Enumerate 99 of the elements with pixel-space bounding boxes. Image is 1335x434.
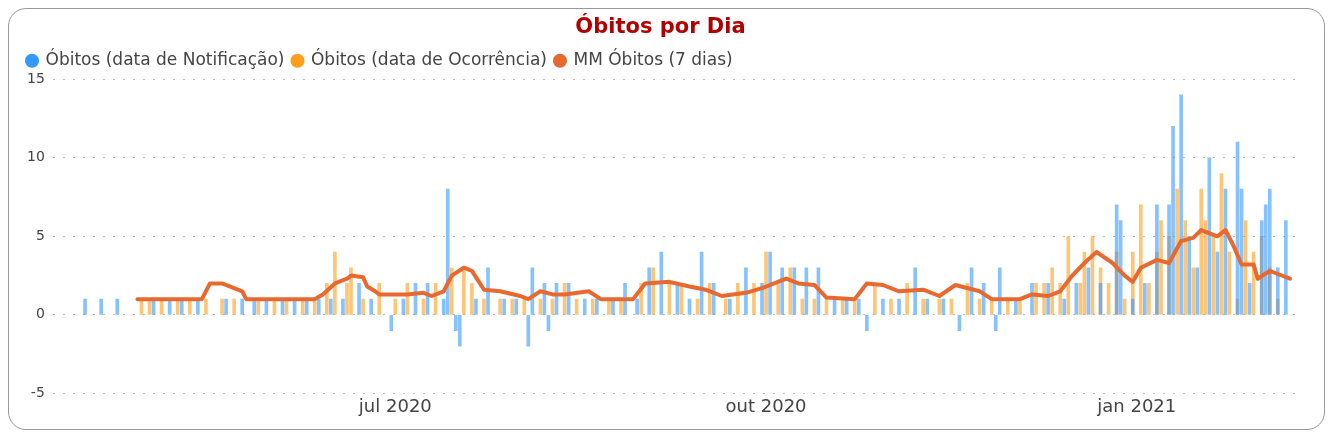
bar <box>1267 188 1272 315</box>
x-tick-label: out 2020 <box>725 394 807 416</box>
y-tick-label: 10 <box>26 148 45 165</box>
bar <box>486 267 490 315</box>
bar <box>792 267 797 315</box>
bar <box>522 298 527 315</box>
bar <box>582 298 587 315</box>
bar <box>1203 220 1208 315</box>
bar <box>727 298 732 315</box>
bar <box>514 298 519 315</box>
chart-title: Óbitos por Dia <box>575 13 746 39</box>
bar <box>224 298 228 315</box>
bar <box>1175 188 1179 315</box>
bar <box>445 188 450 315</box>
bar <box>470 283 474 315</box>
bar <box>1155 204 1159 315</box>
bar <box>510 298 515 315</box>
bar <box>647 267 652 315</box>
bar <box>498 298 502 315</box>
bar <box>590 298 595 315</box>
bar <box>776 283 780 315</box>
bar <box>369 298 373 315</box>
bar <box>329 298 333 315</box>
bar <box>502 298 506 315</box>
bar <box>997 267 1002 315</box>
bar <box>99 298 103 315</box>
y-tick-label: -5 <box>30 384 45 401</box>
bar <box>204 298 208 315</box>
bar <box>357 283 361 315</box>
bar <box>1263 204 1268 315</box>
bar <box>635 298 639 315</box>
legend-label: Óbitos (data de Notificação) <box>45 48 285 70</box>
bar <box>1167 204 1171 315</box>
bar <box>913 267 917 315</box>
bar <box>1138 204 1143 315</box>
bar <box>345 283 349 315</box>
bar <box>341 298 345 315</box>
y-tick-label: 0 <box>35 305 45 322</box>
bar <box>993 315 998 331</box>
bar <box>361 298 365 315</box>
bar <box>526 315 531 347</box>
bar <box>921 298 926 315</box>
bar <box>333 251 337 315</box>
bar <box>482 298 486 315</box>
bar <box>780 267 785 315</box>
bar <box>389 315 394 331</box>
bar <box>1191 267 1196 315</box>
bar <box>220 298 224 315</box>
y-tick-label: 5 <box>35 226 45 243</box>
bar <box>1171 126 1175 315</box>
bar <box>349 267 353 315</box>
bar <box>768 251 772 315</box>
bar <box>1147 283 1151 315</box>
bar <box>462 267 466 315</box>
bar <box>457 315 462 347</box>
bar <box>897 298 901 315</box>
bar <box>1062 298 1067 315</box>
bar <box>1130 298 1135 315</box>
bar <box>764 251 768 315</box>
x-tick-label: jul 2020 <box>357 394 432 416</box>
bar <box>889 298 893 315</box>
bar <box>856 298 861 315</box>
bar <box>453 315 458 331</box>
bar <box>232 298 236 315</box>
bar <box>881 298 885 315</box>
bar <box>1143 283 1147 315</box>
bar <box>1122 298 1127 315</box>
x-tick-label: jan 2021 <box>1096 394 1177 416</box>
bar <box>1199 188 1204 315</box>
bar <box>316 298 321 315</box>
bar <box>1195 267 1200 315</box>
bar <box>594 298 599 315</box>
y-tick-label: 15 <box>26 69 45 86</box>
legend-label: MM Óbitos (7 dias) <box>573 48 733 70</box>
bar <box>925 298 930 315</box>
bar <box>1284 220 1288 315</box>
bar <box>1183 220 1187 315</box>
bar <box>873 283 877 315</box>
bar <box>83 298 87 315</box>
bar <box>723 298 728 315</box>
bar <box>441 298 446 315</box>
bar <box>1187 235 1191 315</box>
bar <box>240 298 245 315</box>
bar <box>1159 220 1163 315</box>
bar <box>788 267 793 315</box>
bar <box>1050 267 1054 315</box>
bar <box>1275 267 1280 315</box>
bar <box>1179 94 1183 315</box>
bar <box>115 298 120 315</box>
bar <box>864 315 869 331</box>
legend-label: Óbitos (data de Ocorrência) <box>310 48 547 70</box>
bar <box>474 298 478 315</box>
bar <box>1066 235 1071 315</box>
bar <box>1259 220 1264 315</box>
bar <box>800 298 805 315</box>
bar <box>1207 157 1212 315</box>
bar <box>744 267 748 315</box>
bar <box>651 267 656 315</box>
bar <box>659 251 664 315</box>
